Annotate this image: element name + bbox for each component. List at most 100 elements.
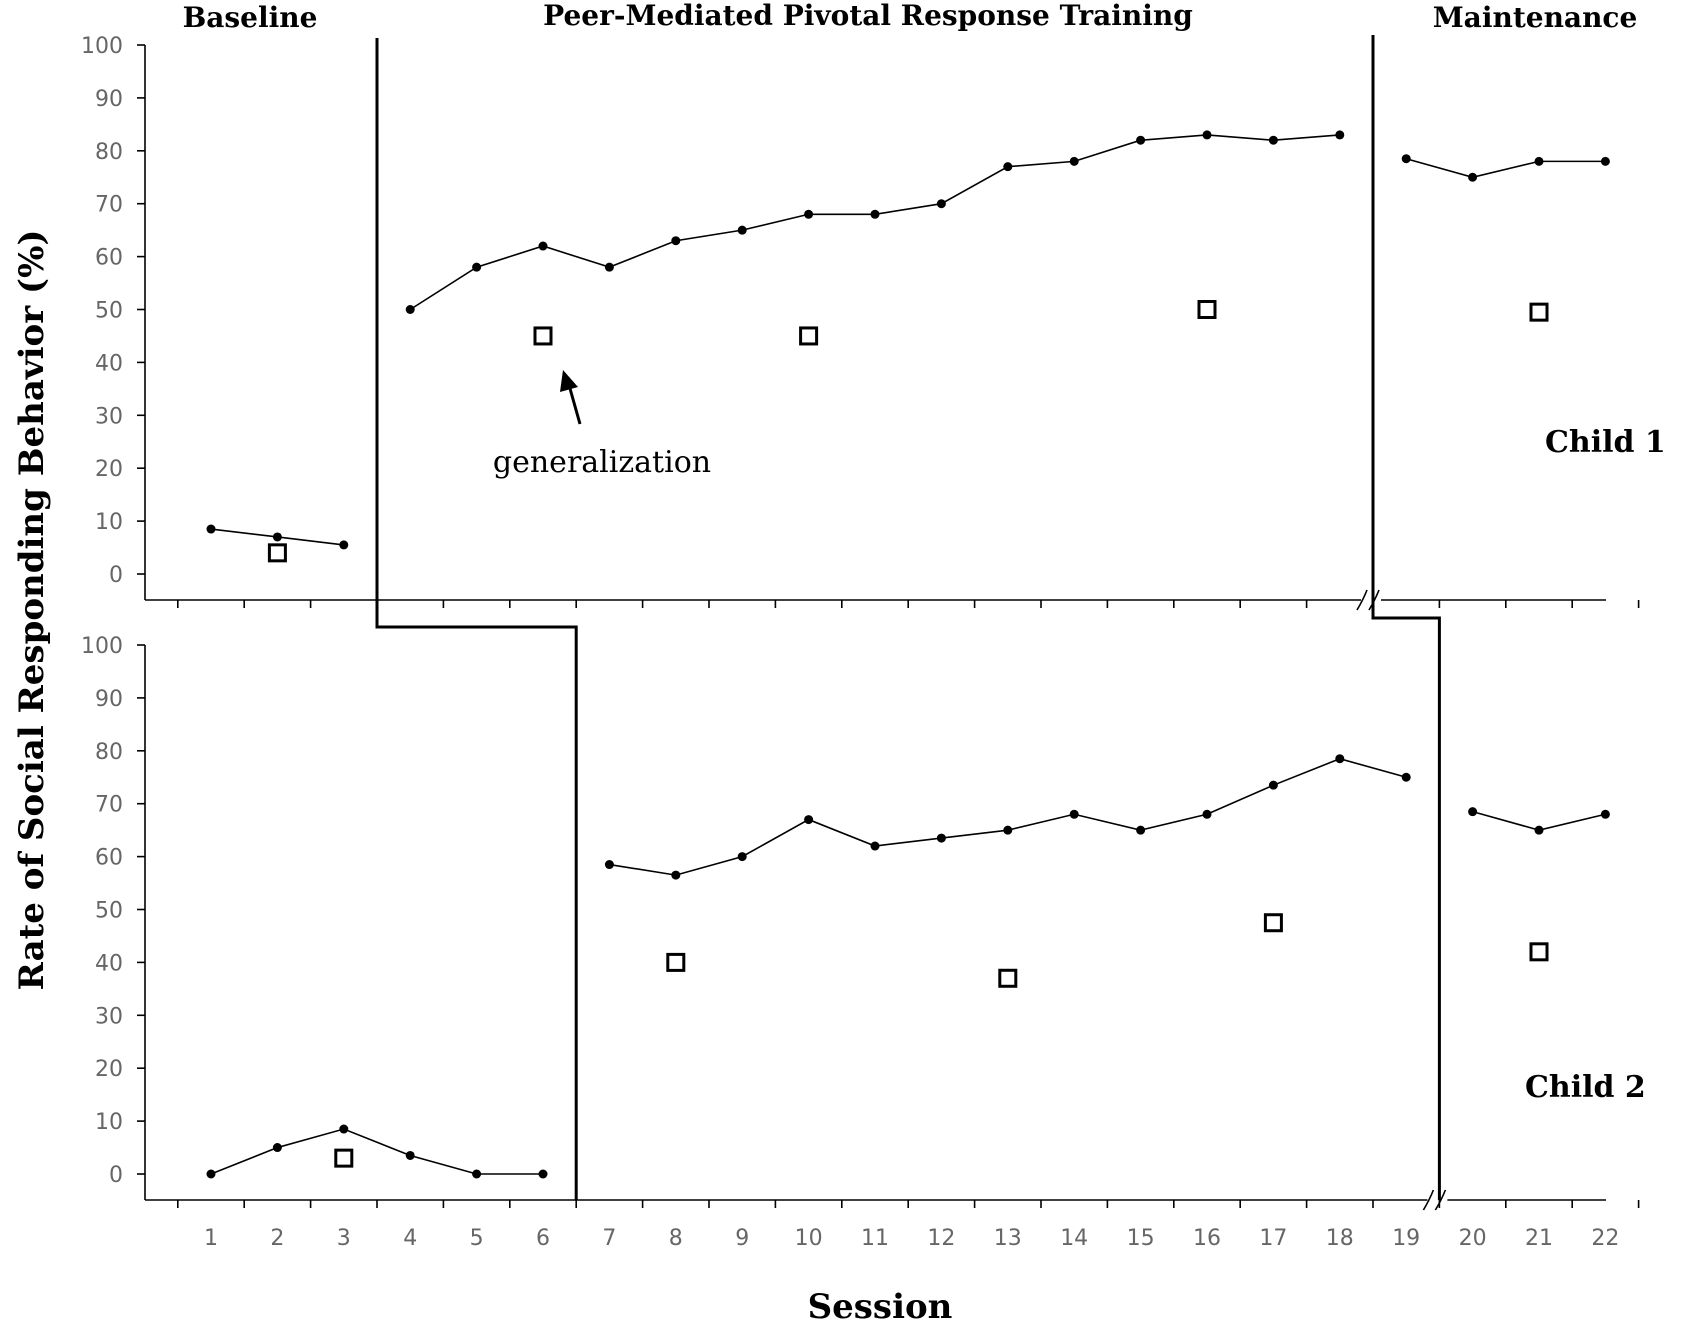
data-point <box>1534 825 1544 835</box>
x-tick-label: 17 <box>1259 1226 1287 1251</box>
data-point <box>1600 156 1610 166</box>
y-tick-label: 60 <box>95 846 123 871</box>
series-line-phase-1 <box>210 1128 543 1175</box>
y-tick-label: 60 <box>95 246 123 271</box>
y-tick-label: 10 <box>95 1110 123 1135</box>
phase-title-maintenance: Maintenance <box>1433 1 1638 34</box>
data-point <box>804 815 814 825</box>
y-tick-label: 40 <box>95 951 123 976</box>
phase-title-treatment: Peer-Mediated Pivotal Response Training <box>543 0 1193 32</box>
data-point <box>1600 809 1610 819</box>
series-line-phase-2 <box>409 134 1340 311</box>
data-point <box>1202 130 1212 140</box>
data-point <box>1335 754 1345 764</box>
data-point <box>538 1169 548 1179</box>
x-tick-label: 5 <box>470 1226 484 1251</box>
data-point <box>671 236 681 246</box>
generalization-point <box>533 326 553 346</box>
panel-label-child-2: Child 2 <box>1525 1070 1646 1105</box>
data-point <box>206 1169 216 1179</box>
data-point <box>272 1143 282 1153</box>
y-tick-label: 20 <box>95 457 123 482</box>
data-point <box>472 1169 482 1179</box>
x-tick-label: 12 <box>927 1226 955 1251</box>
phase-change-line-maintenance <box>1371 35 1441 1200</box>
x-tick-label: 6 <box>536 1226 550 1251</box>
y-tick-label: 80 <box>95 740 123 765</box>
data-point <box>737 225 747 235</box>
y-tick-label: 70 <box>95 793 123 818</box>
data-point <box>206 524 216 534</box>
data-point <box>1003 825 1013 835</box>
data-point <box>1069 156 1079 166</box>
generalization-point <box>267 543 287 563</box>
data-point <box>604 860 614 870</box>
generalization-point <box>1263 913 1283 933</box>
y-tick-label: 100 <box>81 634 123 659</box>
generalization-arrow <box>560 370 582 425</box>
x-tick-label: 19 <box>1392 1226 1420 1251</box>
generalization-point <box>666 952 686 972</box>
data-point <box>405 1150 415 1160</box>
x-tick-label: 20 <box>1459 1226 1487 1251</box>
x-tick-label: 11 <box>861 1226 889 1251</box>
y-tick-label: 0 <box>109 1163 123 1188</box>
x-tick-label: 1 <box>204 1226 218 1251</box>
data-point <box>870 209 880 219</box>
panel-2: 0 10 20 30 40 50 60 70 80 90 100 <box>81 634 1640 1211</box>
y-tick-label: 0 <box>109 563 123 588</box>
x-tick-label: 16 <box>1193 1226 1221 1251</box>
data-point <box>472 262 482 272</box>
x-tick-label: 7 <box>602 1226 616 1251</box>
phase-change-line-treatment <box>375 38 578 1200</box>
data-point <box>1335 130 1345 140</box>
x-tick-label: 8 <box>669 1226 683 1251</box>
y-tick-label: 20 <box>95 1057 123 1082</box>
data-point <box>1534 156 1544 166</box>
data-point <box>1401 772 1411 782</box>
data-point <box>1202 809 1212 819</box>
data-point <box>804 209 814 219</box>
y-tick-label: 40 <box>95 351 123 376</box>
y-tick-label: 30 <box>95 1004 123 1029</box>
y-tick-label: 90 <box>95 687 123 712</box>
generalization-point <box>1197 300 1217 319</box>
phase-title-baseline: Baseline <box>183 1 318 34</box>
data-point <box>604 262 614 272</box>
panel-1: 0 10 20 30 40 50 60 70 80 90 100 <box>81 34 1640 611</box>
data-point <box>1468 172 1478 182</box>
generalization-point <box>1529 302 1549 322</box>
x-tick-label: 21 <box>1525 1226 1553 1251</box>
data-point <box>339 1124 349 1134</box>
generalization-point <box>799 326 819 346</box>
x-tick-label: 4 <box>403 1226 417 1251</box>
phase-change-lines <box>375 35 1441 1200</box>
x-tick-label: 14 <box>1060 1226 1088 1251</box>
y-tick-label: 70 <box>95 193 123 218</box>
y-tick-label: 90 <box>95 87 123 112</box>
data-point <box>1136 825 1146 835</box>
generalization-annotation: generalization <box>493 445 711 480</box>
y-tick-label: 50 <box>95 299 123 324</box>
data-point <box>1468 807 1478 817</box>
data-point <box>936 833 946 843</box>
data-point <box>671 870 681 880</box>
data-point <box>1003 162 1013 172</box>
x-tick-label: 15 <box>1127 1226 1155 1251</box>
data-point <box>936 199 946 209</box>
data-point <box>272 532 282 542</box>
x-tick-label: 18 <box>1326 1226 1354 1251</box>
series-line-phase-2 <box>609 757 1407 876</box>
data-point <box>405 305 415 314</box>
x-axis-title: Session <box>808 1287 953 1327</box>
y-tick-label: 30 <box>95 404 123 429</box>
data-point <box>1268 135 1278 145</box>
panel-label-child-1: Child 1 <box>1545 425 1666 460</box>
x-tick-label: 3 <box>337 1226 351 1251</box>
x-tick-label: 22 <box>1591 1226 1619 1251</box>
data-point <box>339 540 349 550</box>
y-axis-title: Rate of Social Responding Behavior (%) <box>12 230 52 991</box>
generalization-point <box>334 1148 354 1168</box>
data-point <box>1069 809 1079 819</box>
